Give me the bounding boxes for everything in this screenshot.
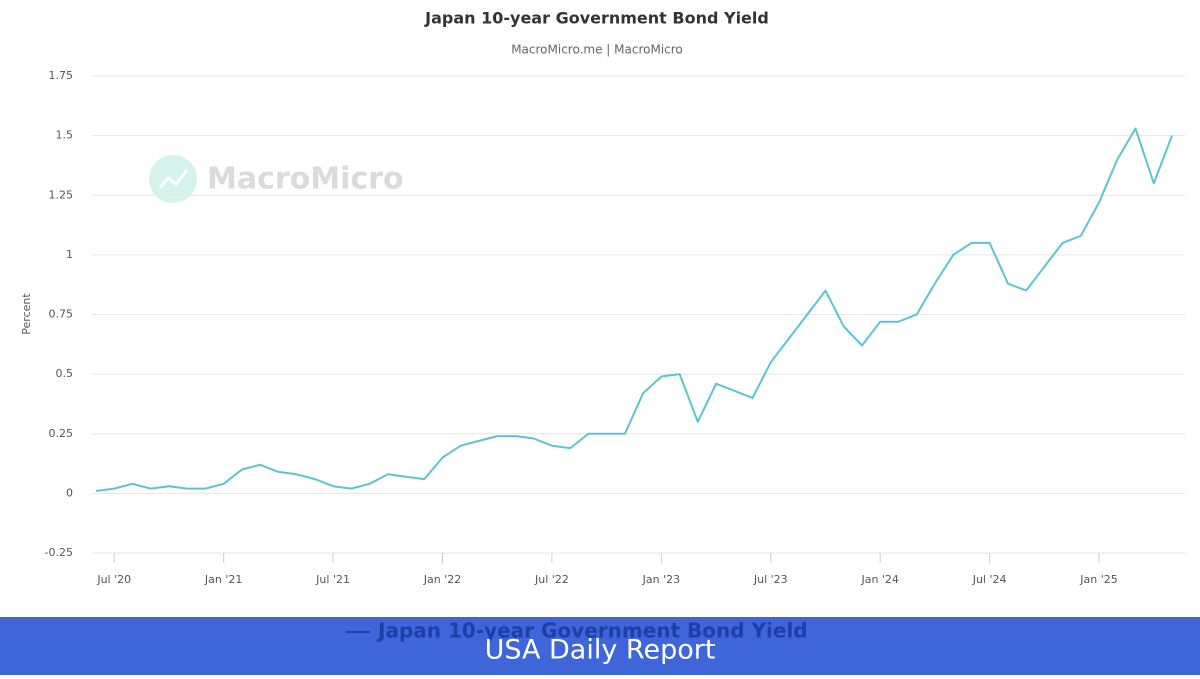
x-tick-label: Jul '24 [972,573,1007,586]
watermark: MacroMicro [207,162,404,197]
x-tick-label: Jul '22 [534,573,569,586]
x-tick-label: Jul '23 [753,573,788,586]
y-tick-label: 0.25 [49,427,74,440]
banner-text: USA Daily Report [485,635,716,666]
chart-subtitle: MacroMicro.me | MacroMicro [511,43,683,57]
x-tick-label: Jan '23 [642,573,680,586]
y-tick-label: 1.5 [56,129,74,142]
y-tick-label: 0 [66,486,73,499]
x-tick-label: Jan '24 [860,573,898,586]
x-tick-label: Jul '20 [96,573,131,586]
x-tick-label: Jan '25 [1079,573,1117,586]
x-tick-label: Jan '21 [204,573,242,586]
series-line [95,127,1173,492]
chart-title: Japan 10-year Government Bond Yield [424,9,769,28]
watermark-logo [149,155,197,203]
y-tick-label: 1.75 [49,69,74,82]
x-tick-label: Jul '21 [315,573,350,586]
banner-background [0,617,1200,675]
legend-label: Japan 10-year Government Bond Yield [376,619,808,643]
y-tick-label: 1.25 [49,188,74,201]
x-tick-label: Jan '22 [423,573,461,586]
y-tick-label: -0.25 [45,546,73,559]
y-tick-label: 0.5 [56,367,74,380]
y-tick-label: 1 [66,248,73,261]
plot-area: -0.25 0 0.25 0.5 0.75 1 1.25 1.5 1.75 Jul '20 Jan … [45,69,1185,586]
y-axis-label: Percent [20,293,33,335]
y-tick-label: 0.75 [49,308,74,321]
